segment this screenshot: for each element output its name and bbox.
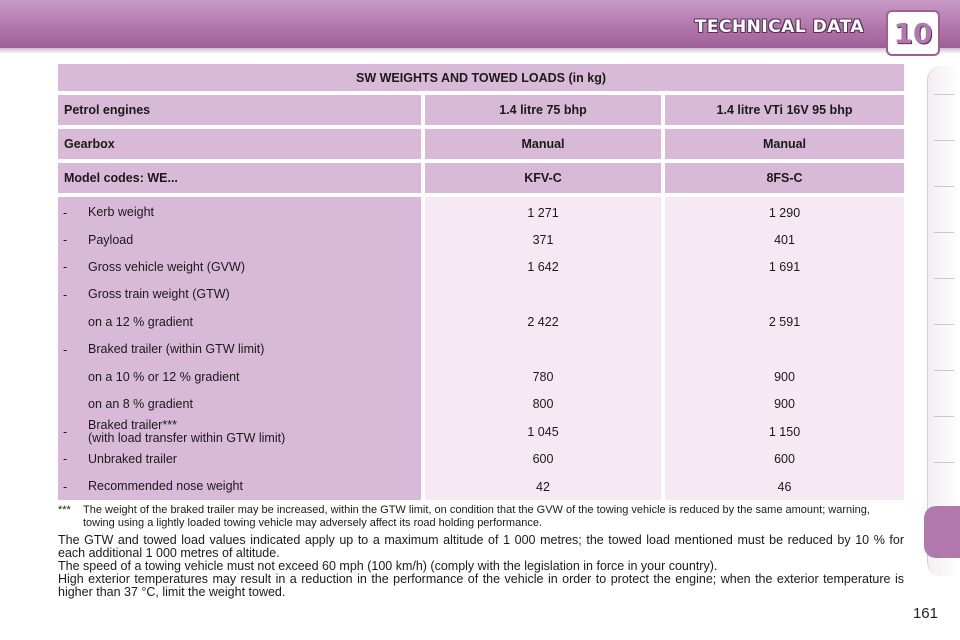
row-label: on a 12 % gradient xyxy=(88,314,193,329)
row-dash: - xyxy=(63,205,68,220)
table-header-row: Gearbox Manual Manual xyxy=(58,129,904,159)
header-cell: 1.4 litre 75 bhp xyxy=(425,95,661,125)
table-row: on a 12 % gradient xyxy=(58,309,421,336)
header-cell: KFV-C xyxy=(425,163,661,193)
header-band xyxy=(0,0,960,48)
row-label: Gross train weight (GTW) xyxy=(88,287,230,302)
table-row: - Braked trailer*** (with load transfer wi… xyxy=(58,418,421,445)
header-shadow xyxy=(0,48,960,54)
page-section-title: TECHNICAL DATA xyxy=(694,17,864,37)
value-column-95bhp: 1 290 401 1 691 2 591 900 900 1 150 600 … xyxy=(665,197,904,501)
table-row: on an 8 % gradient xyxy=(58,391,421,418)
row-label: on an 8 % gradient xyxy=(88,396,193,411)
table-title: SW WEIGHTS AND TOWED LOADS (in kg) xyxy=(58,64,904,91)
value-cell: 42 xyxy=(536,479,550,494)
row-label: Petrol engines xyxy=(58,95,421,125)
row-dash: - xyxy=(63,452,68,467)
row-label-line: (with load transfer within GTW limit) xyxy=(88,430,286,445)
side-tab-divider xyxy=(934,140,954,141)
row-dash: - xyxy=(63,233,68,248)
value-cell: 600 xyxy=(532,452,554,467)
side-tab-divider xyxy=(934,370,954,371)
table-row: - Gross train weight (GTW) xyxy=(58,281,421,308)
row-label-line: Braked trailer*** xyxy=(88,417,177,432)
row-label: Gearbox xyxy=(58,129,421,159)
value-cell: 1 150 xyxy=(768,424,801,439)
footnote: *** The weight of the braked trailer may… xyxy=(58,504,904,530)
body-text: The GTW and towed load values indicated … xyxy=(58,534,904,599)
paragraph: The GTW and towed load values indicated … xyxy=(58,533,904,560)
row-label: Braked trailer*** (with load transfer wit… xyxy=(88,417,286,445)
table-body: - Kerb weight - Payload - Gross vehicle wei… xyxy=(58,197,904,501)
table-row: - Braked trailer (within GTW limit) xyxy=(58,336,421,363)
side-tab-divider xyxy=(934,416,954,417)
table-row: on a 10 % or 12 % gradient xyxy=(58,363,421,390)
value-cell: 2 591 xyxy=(768,315,801,330)
value-cell: 371 xyxy=(532,233,554,248)
value-cell: 1 271 xyxy=(527,205,559,220)
side-tab-divider xyxy=(934,324,954,325)
row-label: Recommended nose weight xyxy=(88,479,243,494)
value-cell: 800 xyxy=(532,397,554,412)
side-tab-divider xyxy=(934,462,954,463)
value-cell: 1 691 xyxy=(768,260,801,275)
row-dash: - xyxy=(63,479,68,494)
value-cell: 780 xyxy=(532,370,554,385)
table-header-row: Model codes: WE... KFV-C 8FS-C xyxy=(58,163,904,193)
value-cell: 2 422 xyxy=(527,315,559,330)
value-cell: 401 xyxy=(774,233,795,248)
row-label: Kerb weight xyxy=(88,205,155,220)
page-number: 161 xyxy=(912,605,938,622)
footnote-mark: *** xyxy=(58,504,71,516)
row-label: Braked trailer (within GTW limit) xyxy=(88,342,265,357)
value-cell: 46 xyxy=(777,479,792,494)
side-tab-strip[interactable] xyxy=(927,66,960,576)
header-cell: 1.4 litre VTi 16V 95 bhp xyxy=(665,95,904,125)
header-cell: Manual xyxy=(665,129,904,159)
side-tab-divider xyxy=(934,278,954,279)
row-label: Payload xyxy=(88,232,134,247)
row-label: Model codes: WE... xyxy=(58,163,421,193)
row-label: on a 10 % or 12 % gradient xyxy=(88,369,240,384)
value-cell: 1 642 xyxy=(527,260,559,275)
side-tab-divider xyxy=(934,232,954,233)
header-cell: 8FS-C xyxy=(665,163,904,193)
side-tab-divider xyxy=(934,186,954,187)
value-cell: 1 290 xyxy=(768,205,801,220)
header-cell: Manual xyxy=(425,129,661,159)
value-cell: 900 xyxy=(774,370,795,385)
paragraph: The speed of a towing vehicle must not e… xyxy=(58,559,718,573)
side-tab-divider xyxy=(934,94,954,95)
side-tab-active-chapter[interactable] xyxy=(924,506,960,558)
row-dash: - xyxy=(63,342,68,357)
weights-table: SW WEIGHTS AND TOWED LOADS (in kg) Petro… xyxy=(58,64,904,501)
table-row: - Kerb weight xyxy=(58,199,421,226)
row-label: Unbraked trailer xyxy=(88,451,177,466)
value-cell: 900 xyxy=(774,397,795,412)
paragraph: High exterior temperatures may result in… xyxy=(58,572,904,599)
table-row: - Recommended nose weight xyxy=(58,473,421,500)
table-row: - Gross vehicle weight (GVW) xyxy=(58,254,421,281)
table-row: - Unbraked trailer xyxy=(58,446,421,473)
table-row: - Payload xyxy=(58,226,421,253)
label-column: - Kerb weight - Payload - Gross vehicle wei… xyxy=(58,197,421,501)
row-label: Gross vehicle weight (GVW) xyxy=(88,259,245,274)
table-header-row: Petrol engines 1.4 litre 75 bhp 1.4 litr… xyxy=(58,95,904,125)
value-column-75bhp: 1 271 371 1 642 2 422 780 800 1 045 600 … xyxy=(425,197,661,501)
row-dash: - xyxy=(63,287,68,302)
chapter-badge: 10 xyxy=(886,10,940,56)
value-cell: 1 045 xyxy=(527,424,559,439)
value-cell: 600 xyxy=(774,452,795,467)
chapter-number: 10 xyxy=(893,16,933,50)
row-dash: - xyxy=(63,260,68,275)
footnote-text: The weight of the braked trailer may be … xyxy=(83,504,870,529)
row-dash: - xyxy=(63,424,68,439)
